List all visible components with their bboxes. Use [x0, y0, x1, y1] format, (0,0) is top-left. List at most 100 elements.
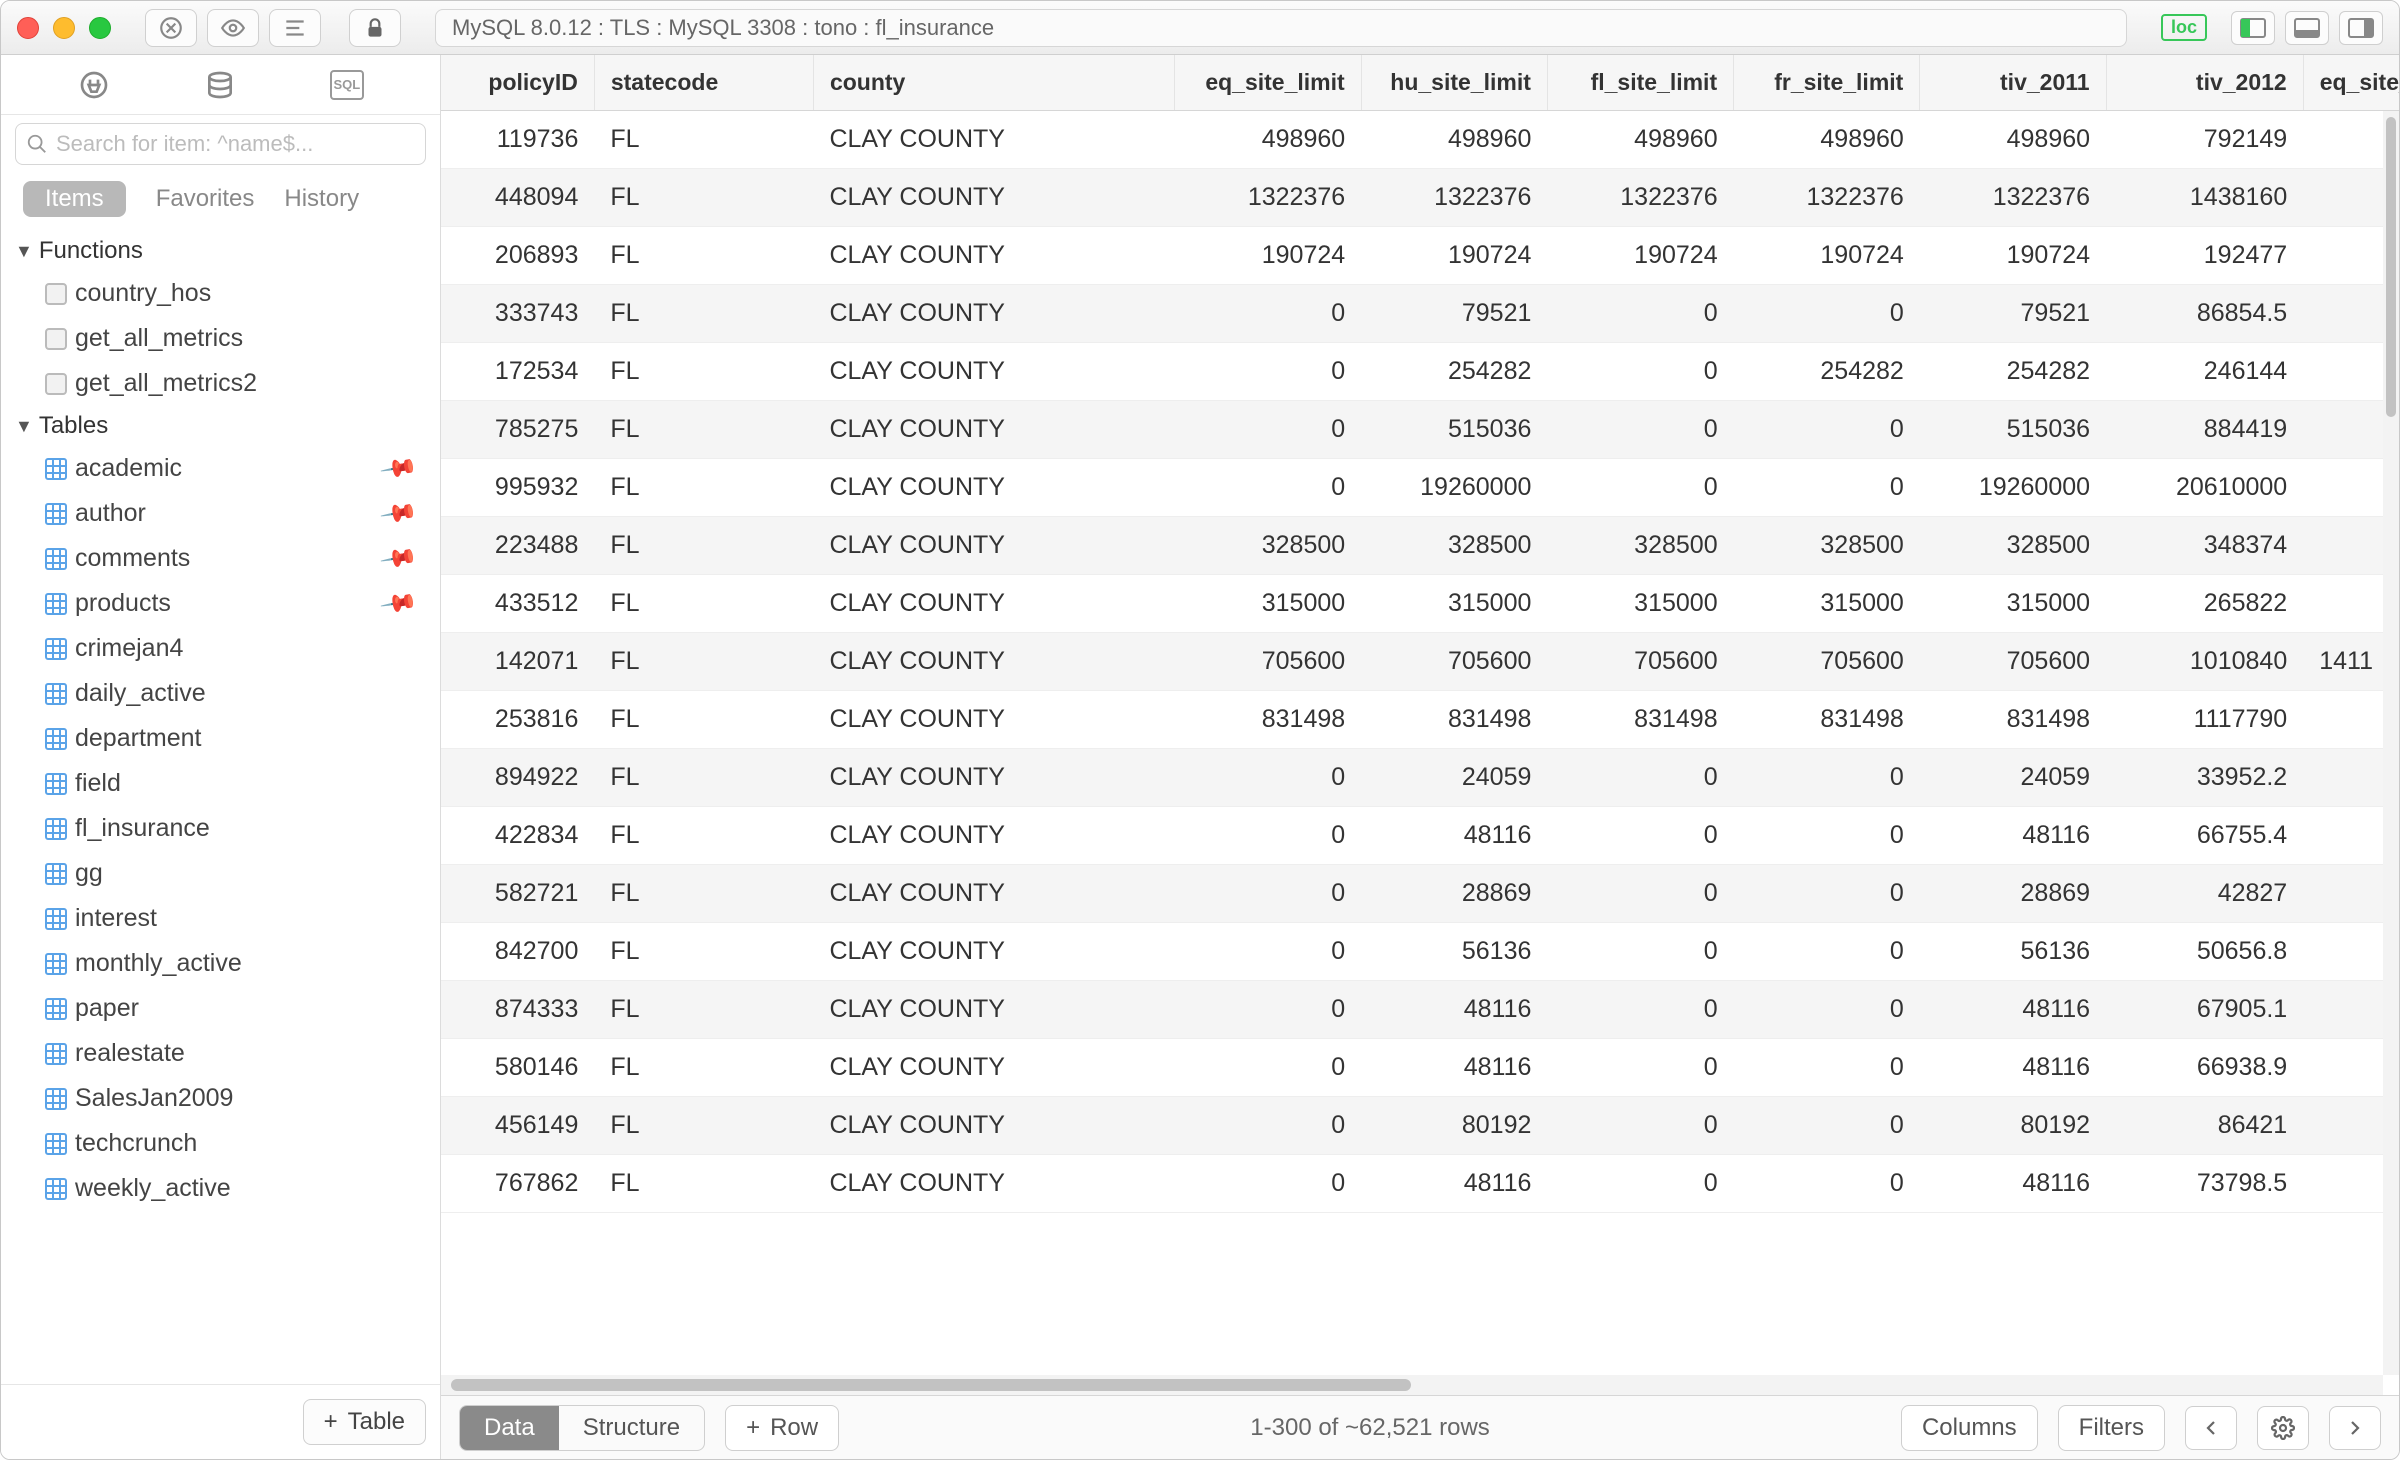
table-row[interactable]: 767862FLCLAY COUNTY048116004811673798.5 [441, 1155, 2399, 1213]
table-cell[interactable]: FL [594, 691, 813, 749]
table-row[interactable]: 253816FLCLAY COUNTY831498831498831498831… [441, 691, 2399, 749]
sidebar-item-table[interactable]: weekly_active [1, 1166, 440, 1211]
table-row[interactable]: 580146FLCLAY COUNTY048116004811666938.9 [441, 1039, 2399, 1097]
table-cell[interactable]: 48116 [1361, 1039, 1547, 1097]
table-cell[interactable]: 28869 [1361, 865, 1547, 923]
column-header[interactable]: fl_site_limit [1547, 55, 1733, 111]
next-page-button[interactable] [2329, 1406, 2381, 1450]
sidebar-item-table[interactable]: gg [1, 851, 440, 896]
table-cell[interactable]: 0 [1734, 981, 1920, 1039]
table-cell[interactable]: CLAY COUNTY [813, 1039, 1175, 1097]
table-cell[interactable]: 48116 [1361, 981, 1547, 1039]
table-row[interactable]: 142071FLCLAY COUNTY705600705600705600705… [441, 633, 2399, 691]
tab-favorites[interactable]: Favorites [156, 185, 255, 213]
sidebar-item-table[interactable]: interest [1, 896, 440, 941]
table-cell[interactable]: 328500 [1920, 517, 2106, 575]
table-cell[interactable]: 254282 [1734, 343, 1920, 401]
table-cell[interactable]: CLAY COUNTY [813, 1097, 1175, 1155]
preview-button[interactable] [207, 9, 259, 47]
table-cell[interactable]: CLAY COUNTY [813, 459, 1175, 517]
table-cell[interactable]: 448094 [441, 169, 594, 227]
table-cell[interactable]: 498960 [1175, 111, 1361, 169]
table-cell[interactable]: 884419 [2106, 401, 2303, 459]
table-cell[interactable]: 56136 [1920, 923, 2106, 981]
column-header[interactable]: fr_site_limit [1734, 55, 1920, 111]
table-cell[interactable]: 50656.8 [2106, 923, 2303, 981]
table-cell[interactable]: FL [594, 285, 813, 343]
table-cell[interactable]: 705600 [1175, 633, 1361, 691]
table-cell[interactable]: 831498 [1361, 691, 1547, 749]
table-cell[interactable]: 705600 [1734, 633, 1920, 691]
table-cell[interactable]: 190724 [1734, 227, 1920, 285]
table-cell[interactable]: 19260000 [1361, 459, 1547, 517]
table-row[interactable]: 422834FLCLAY COUNTY048116004811666755.4 [441, 807, 2399, 865]
sidebar-item-table[interactable]: academic📌 [1, 446, 440, 491]
table-row[interactable]: 894922FLCLAY COUNTY024059002405933952.2 [441, 749, 2399, 807]
table-cell[interactable]: 767862 [441, 1155, 594, 1213]
table-cell[interactable]: 48116 [1361, 807, 1547, 865]
table-cell[interactable]: CLAY COUNTY [813, 981, 1175, 1039]
table-cell[interactable]: 24059 [1920, 749, 2106, 807]
table-cell[interactable]: 995932 [441, 459, 594, 517]
table-cell[interactable]: 67905.1 [2106, 981, 2303, 1039]
column-header[interactable]: county [813, 55, 1175, 111]
table-cell[interactable]: CLAY COUNTY [813, 401, 1175, 459]
table-cell[interactable]: 705600 [1361, 633, 1547, 691]
vertical-scrollbar[interactable] [2383, 111, 2399, 1375]
table-cell[interactable]: 1010840 [2106, 633, 2303, 691]
table-cell[interactable]: 348374 [2106, 517, 2303, 575]
column-header[interactable]: tiv_2012 [2106, 55, 2303, 111]
columns-button[interactable]: Columns [1901, 1405, 2038, 1451]
table-cell[interactable]: 0 [1547, 1097, 1733, 1155]
table-cell[interactable]: 792149 [2106, 111, 2303, 169]
plug-icon[interactable] [76, 67, 112, 103]
table-cell[interactable]: FL [594, 459, 813, 517]
table-cell[interactable]: 254282 [1920, 343, 2106, 401]
database-icon[interactable] [202, 67, 238, 103]
settings-button[interactable] [2257, 1406, 2309, 1450]
table-cell[interactable]: 0 [1547, 401, 1733, 459]
table-cell[interactable]: 254282 [1361, 343, 1547, 401]
table-cell[interactable]: CLAY COUNTY [813, 343, 1175, 401]
table-row[interactable]: 995932FLCLAY COUNTY019260000001926000020… [441, 459, 2399, 517]
table-cell[interactable]: 315000 [1734, 575, 1920, 633]
table-cell[interactable]: 1322376 [1361, 169, 1547, 227]
table-cell[interactable]: 253816 [441, 691, 594, 749]
sidebar-item-table[interactable]: daily_active [1, 671, 440, 716]
panel-bottom-toggle[interactable] [2285, 11, 2329, 45]
table-cell[interactable]: 56136 [1361, 923, 1547, 981]
sidebar-item-table[interactable]: paper [1, 986, 440, 1031]
table-cell[interactable]: 0 [1175, 981, 1361, 1039]
table-cell[interactable]: 223488 [441, 517, 594, 575]
section-tables[interactable]: ▼ Tables [1, 406, 440, 446]
table-cell[interactable]: 246144 [2106, 343, 2303, 401]
table-cell[interactable]: 0 [1547, 459, 1733, 517]
connection-string[interactable]: MySQL 8.0.12 : TLS : MySQL 3308 : tono :… [435, 9, 2127, 47]
column-header[interactable]: policyID [441, 55, 594, 111]
table-cell[interactable]: 0 [1547, 981, 1733, 1039]
table-cell[interactable]: 0 [1734, 1039, 1920, 1097]
table-cell[interactable]: 48116 [1920, 1155, 2106, 1213]
sidebar-item-table[interactable]: products📌 [1, 581, 440, 626]
table-cell[interactable]: 456149 [441, 1097, 594, 1155]
table-cell[interactable]: FL [594, 865, 813, 923]
table-cell[interactable]: 119736 [441, 111, 594, 169]
table-cell[interactable]: CLAY COUNTY [813, 111, 1175, 169]
table-cell[interactable]: 1322376 [1920, 169, 2106, 227]
table-cell[interactable]: 190724 [1920, 227, 2106, 285]
table-cell[interactable]: 315000 [1361, 575, 1547, 633]
table-cell[interactable]: 333743 [441, 285, 594, 343]
table-cell[interactable]: FL [594, 169, 813, 227]
table-cell[interactable]: FL [594, 1097, 813, 1155]
table-cell[interactable]: 0 [1734, 285, 1920, 343]
table-cell[interactable]: 831498 [1175, 691, 1361, 749]
table-cell[interactable]: 28869 [1920, 865, 2106, 923]
table-cell[interactable]: 73798.5 [2106, 1155, 2303, 1213]
table-cell[interactable]: 315000 [1175, 575, 1361, 633]
table-cell[interactable]: 831498 [1547, 691, 1733, 749]
table-cell[interactable]: 842700 [441, 923, 594, 981]
lock-button[interactable] [349, 9, 401, 47]
table-cell[interactable]: 172534 [441, 343, 594, 401]
pin-icon[interactable]: 📌 [378, 538, 419, 579]
table-cell[interactable]: 19260000 [1920, 459, 2106, 517]
